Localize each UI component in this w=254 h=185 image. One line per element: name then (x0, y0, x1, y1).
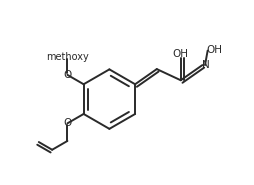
Text: O: O (63, 70, 72, 80)
Text: OH: OH (173, 49, 189, 59)
Text: methoxy: methoxy (46, 52, 89, 62)
Text: N: N (202, 60, 209, 70)
Text: OH: OH (206, 45, 222, 55)
Text: O: O (63, 118, 72, 128)
